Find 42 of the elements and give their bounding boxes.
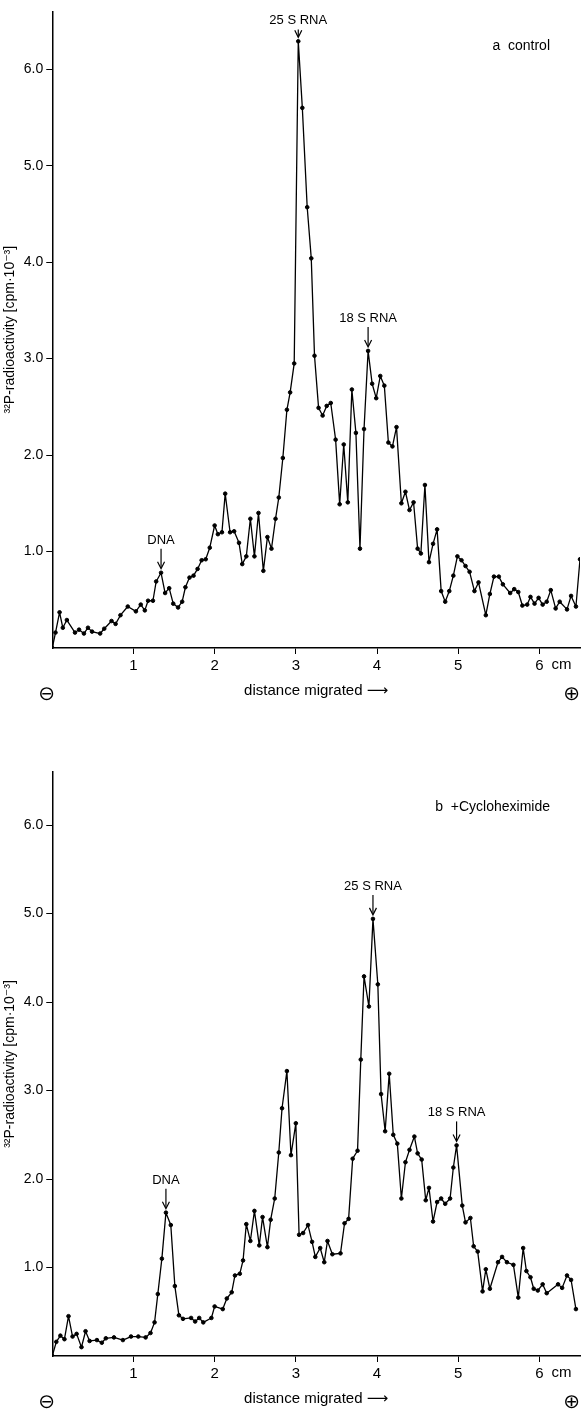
text: ⊖ [38, 681, 56, 704]
y-axis-title: ³²P-radioactivity [cpm·10⁻³] [1, 245, 18, 414]
x-axis-title: distance migrated ⟶ [244, 681, 389, 699]
y-tick-label: 4.0 [23, 992, 44, 1009]
y-tick-label: 4.0 [23, 253, 44, 270]
y-tick-label: 6.0 [23, 60, 44, 77]
y-tick-label: 1.0 [23, 1258, 44, 1275]
annotation: 25 S RNA [344, 877, 403, 893]
text: ⊕ [563, 1389, 580, 1412]
annotation: 25 S RNA [269, 12, 328, 28]
x-tick-label: 5 [454, 656, 463, 674]
y-tick-label: 6.0 [23, 815, 44, 832]
annotation: DNA [147, 531, 176, 547]
x-tick-label: 3 [291, 656, 301, 674]
text: a control [492, 37, 550, 54]
y-tick-label: 1.0 [23, 542, 44, 559]
annotation: 18 S RNA [427, 1104, 486, 1120]
y-tick-label: 2.0 [23, 1169, 44, 1186]
annotation: DNA [152, 1171, 180, 1187]
x-tick-label: 2 [210, 1364, 219, 1382]
x-tick-label: 5 [454, 1364, 463, 1382]
x-tick-label: 1 [129, 1364, 138, 1382]
text: b +Cycloheximide [435, 797, 551, 814]
y-tick-label: 5.0 [23, 156, 44, 173]
text: cm [551, 1363, 572, 1381]
text: ⊖ [38, 1389, 56, 1412]
y-tick-label: 5.0 [23, 904, 44, 921]
y-tick-label: 2.0 [23, 445, 44, 462]
x-tick-label: 1 [129, 656, 138, 674]
text: cm [551, 655, 572, 673]
y-axis-title: ³²P-radioactivity [cpm·10⁻³] [1, 980, 18, 1148]
annotation: 18 S RNA [339, 310, 398, 325]
y-tick-label: 3.0 [23, 349, 44, 366]
x-tick-label: 4 [372, 1364, 382, 1382]
text: ⊕ [563, 681, 580, 704]
y-tick-label: 3.0 [23, 1081, 44, 1098]
x-axis-title: distance migrated ⟶ [244, 1389, 389, 1407]
x-tick-label: 4 [372, 656, 382, 674]
x-tick-label: 3 [291, 1364, 301, 1382]
x-tick-label: 2 [210, 656, 219, 674]
x-tick-label: 6 [535, 1364, 544, 1382]
x-tick-label: 6 [535, 656, 544, 674]
